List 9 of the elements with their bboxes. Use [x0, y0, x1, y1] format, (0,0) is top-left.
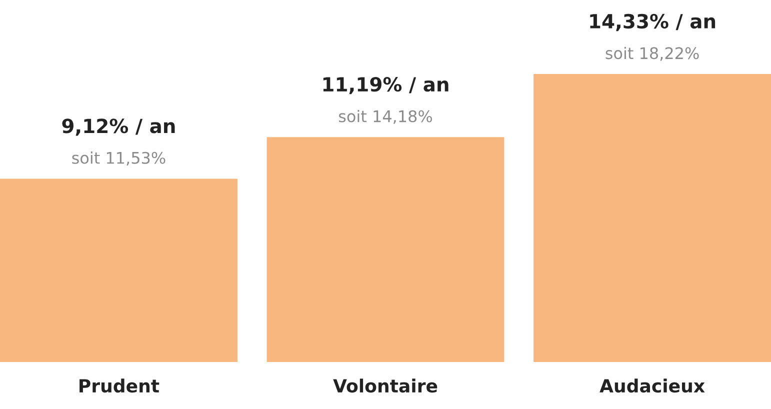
- x-tick-label: Prudent: [80, 378, 160, 393]
- annotation: soit 18,22%: [606, 46, 699, 61]
- data-label: 14,33% / an: [590, 14, 716, 32]
- data-label: 9,12% / an: [62, 118, 175, 136]
- data-label: 11,19% / an: [323, 76, 448, 94]
- x-tick-label: Volontaire: [333, 378, 438, 393]
- annotation: soit 11,53%: [72, 152, 166, 166]
- annotation: soit 14,18%: [338, 110, 432, 124]
- x-tick-label: Audacieux: [600, 378, 705, 393]
